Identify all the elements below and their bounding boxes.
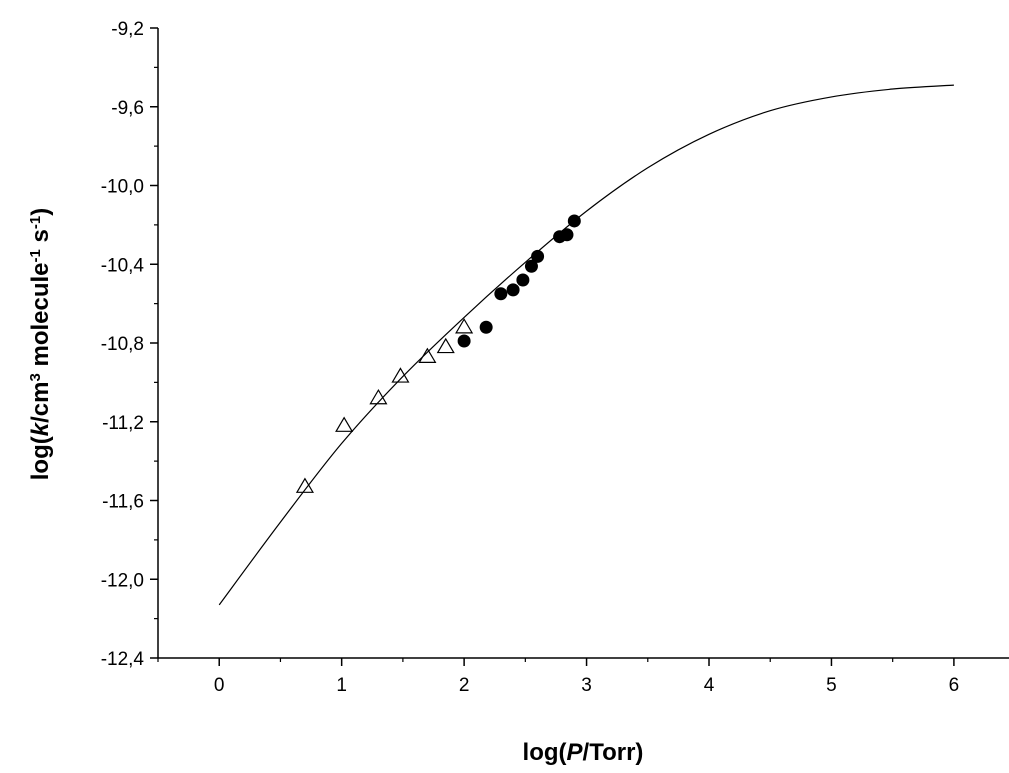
x-tick-label: 0 xyxy=(214,675,225,696)
series-layer xyxy=(218,84,954,606)
x-tick-label: 4 xyxy=(704,675,715,696)
data-point-triangle xyxy=(335,416,354,432)
data-point-triangle xyxy=(418,347,437,363)
data-point-circle xyxy=(531,249,545,263)
data-point-circle xyxy=(479,320,493,334)
y-tick-label: -10,0 xyxy=(101,177,144,198)
x-axis-title: log(P/Torr) xyxy=(523,739,644,766)
data-point-circle xyxy=(494,287,508,301)
x-tick-label: 2 xyxy=(459,675,470,696)
data-point-triangle xyxy=(436,337,455,354)
data-point-circle xyxy=(560,228,574,242)
y-tick-label: -9,2 xyxy=(111,19,144,40)
y-tick-label: -12,0 xyxy=(101,570,144,591)
y-tick-label: -10,4 xyxy=(101,255,145,276)
y-tick-label: -10,8 xyxy=(101,334,144,355)
x-tick-label: 3 xyxy=(581,675,592,696)
y-tick-label: -12,4 xyxy=(101,649,145,670)
data-point-circle xyxy=(516,273,530,287)
x-tick-label: 1 xyxy=(336,675,347,696)
y-axis-title: log(k/cm3 molecule-1 s-1) xyxy=(27,208,55,480)
data-point-circle xyxy=(457,334,471,348)
data-point-circle xyxy=(524,259,538,273)
data-point-triangle xyxy=(391,367,410,383)
data-point-triangle xyxy=(455,318,474,334)
x-tick-label: 6 xyxy=(949,675,960,696)
y-tick-label: -9,6 xyxy=(111,98,144,119)
fit-curve xyxy=(218,84,954,606)
data-point-circle xyxy=(506,283,520,297)
y-tick-label: -11,2 xyxy=(102,413,144,434)
y-tick-label: -11,6 xyxy=(102,492,144,513)
axes: -12,4 -12,0 -11,6 -11,2 -10,8 -10,4 -10,0 -9,6 -… xyxy=(101,19,1009,696)
x-tick-label: 5 xyxy=(826,675,837,696)
data-point-triangle xyxy=(369,388,388,405)
